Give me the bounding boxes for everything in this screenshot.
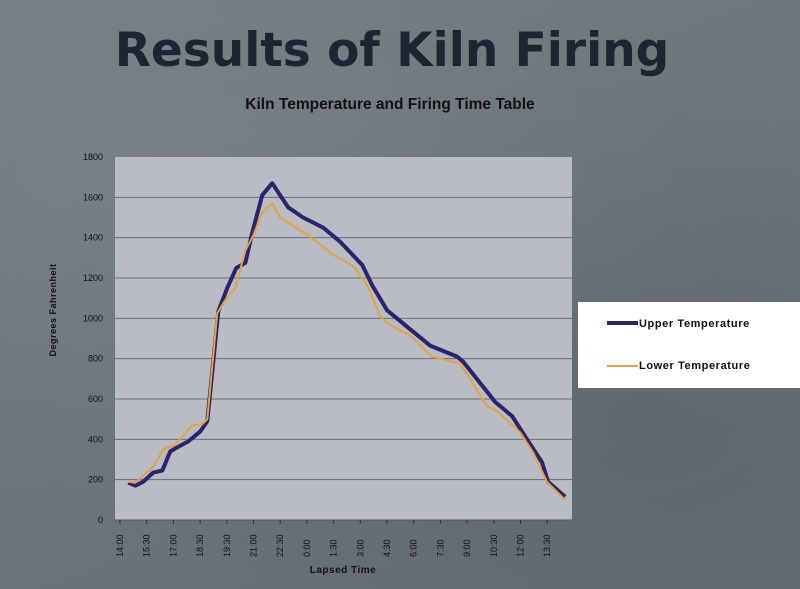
y-tick-label: 1400 (83, 233, 103, 243)
x-tick-label: 6:00 (409, 539, 419, 557)
x-tick-label: 3:00 (355, 539, 365, 557)
x-tick-label: 7:30 (435, 539, 445, 557)
x-tick-label: 12:00 (516, 534, 526, 557)
x-tick-label: 21:00 (249, 534, 259, 557)
x-tick-label: 1:30 (329, 539, 339, 557)
x-tick-label: 22:30 (275, 534, 285, 557)
x-tick-label: 18:30 (195, 534, 205, 557)
chart-title: Kiln Temperature and Firing Time Table (245, 96, 535, 113)
x-tick-label: 10:30 (489, 534, 499, 557)
slide-title: Results of Kiln Firing (115, 23, 670, 78)
y-tick-label: 400 (88, 434, 103, 444)
x-tick-label: 13:30 (542, 534, 552, 557)
y-tick-label: 1000 (83, 313, 103, 323)
x-tick-label: 4:30 (382, 539, 392, 557)
legend: Upper Temperature Lower Temperature (578, 302, 800, 388)
x-tick-label: 9:00 (462, 539, 472, 557)
y-tick-label: 200 (88, 475, 103, 485)
plot-area (115, 157, 572, 520)
x-tick-label: 19:30 (222, 534, 232, 557)
x-tick-label: 14:00 (115, 534, 125, 557)
x-tick-label: 0:00 (302, 539, 312, 557)
y-tick-label: 1800 (83, 152, 103, 162)
y-tick-label: 800 (88, 354, 103, 364)
legend-label-upper: Upper Temperature (639, 318, 750, 330)
x-tick-label: 17:00 (168, 534, 178, 557)
x-axis-label: Lapsed Time (310, 565, 376, 576)
series-line-upper (127, 181, 567, 499)
legend-label-lower: Lower Temperature (639, 360, 750, 372)
y-tick-label: 1600 (83, 192, 103, 202)
y-tick-label: 600 (88, 394, 103, 404)
y-tick-label: 1200 (83, 273, 103, 283)
y-tick-label: 0 (98, 515, 103, 525)
x-tick-label: 15:30 (142, 534, 152, 557)
y-axis-label: Degrees Fahrenheit (48, 263, 58, 356)
